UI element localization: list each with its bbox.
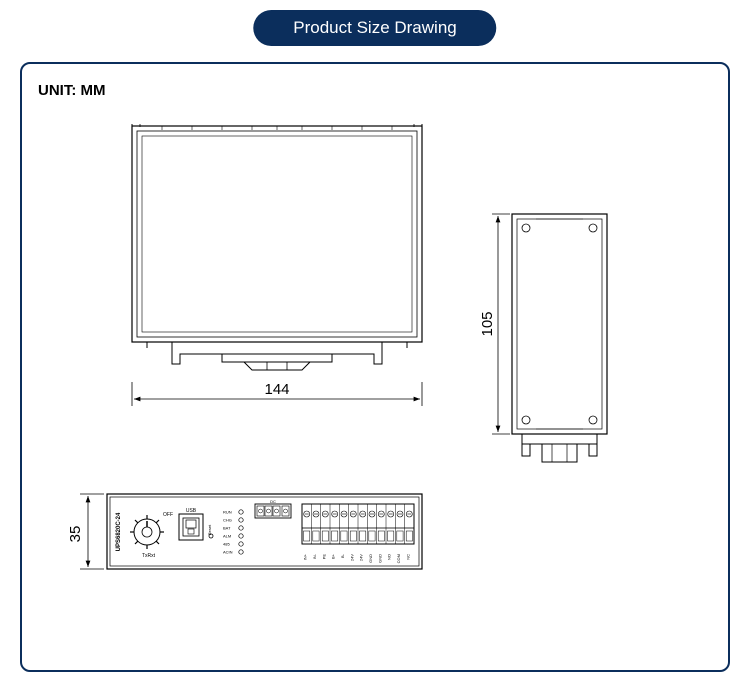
reset-label: Reset xyxy=(207,524,212,535)
svg-text:485: 485 xyxy=(223,542,230,547)
front-view: UPS6820C-24 OFF TxRxt xyxy=(107,494,422,569)
terminal-label: GND xyxy=(377,554,382,563)
usb-label: USB xyxy=(186,508,197,514)
terminal-label: NC xyxy=(405,554,410,560)
terminal-label: B+ xyxy=(331,553,336,559)
dim-width-value: 144 xyxy=(264,381,289,398)
technical-drawing: 144 xyxy=(22,64,728,670)
dim-depth-value: 35 xyxy=(67,526,84,543)
drawing-frame: UNIT: MM xyxy=(20,62,730,672)
svg-text:ACIN: ACIN xyxy=(223,550,233,555)
svg-text:ALM: ALM xyxy=(223,534,231,539)
dc-label: DC xyxy=(270,499,276,504)
dim-height: 105 xyxy=(479,214,510,434)
title-pill: Product Size Drawing xyxy=(253,10,496,46)
dial-off-label: OFF xyxy=(163,512,173,518)
svg-text:RUN: RUN xyxy=(223,510,232,515)
top-view xyxy=(132,124,422,370)
title-text: Product Size Drawing xyxy=(293,18,456,37)
terminal-label: PE xyxy=(321,554,326,560)
product-model: UPS6820C-24 xyxy=(116,512,122,551)
dial-txrxt-label: TxRxt xyxy=(142,553,156,559)
terminal-label: NO xyxy=(387,554,392,560)
side-view xyxy=(512,214,607,462)
terminal-label: GND xyxy=(368,554,373,563)
dim-height-value: 105 xyxy=(479,311,496,336)
led-column: RUN CHG BAT ALM 485 ACIN xyxy=(223,510,243,555)
terminal-label: 24V xyxy=(349,554,354,561)
dim-depth: 35 xyxy=(67,494,104,569)
terminal-label: 24V xyxy=(359,554,364,561)
terminal-label: IN+ xyxy=(303,553,308,560)
terminal-label: B- xyxy=(340,553,345,558)
svg-text:CHG: CHG xyxy=(223,518,232,523)
terminal-label: IN- xyxy=(312,553,317,559)
svg-text:BAT: BAT xyxy=(223,526,231,531)
dim-width: 144 xyxy=(132,381,422,406)
terminal-label: COM xyxy=(396,554,401,563)
